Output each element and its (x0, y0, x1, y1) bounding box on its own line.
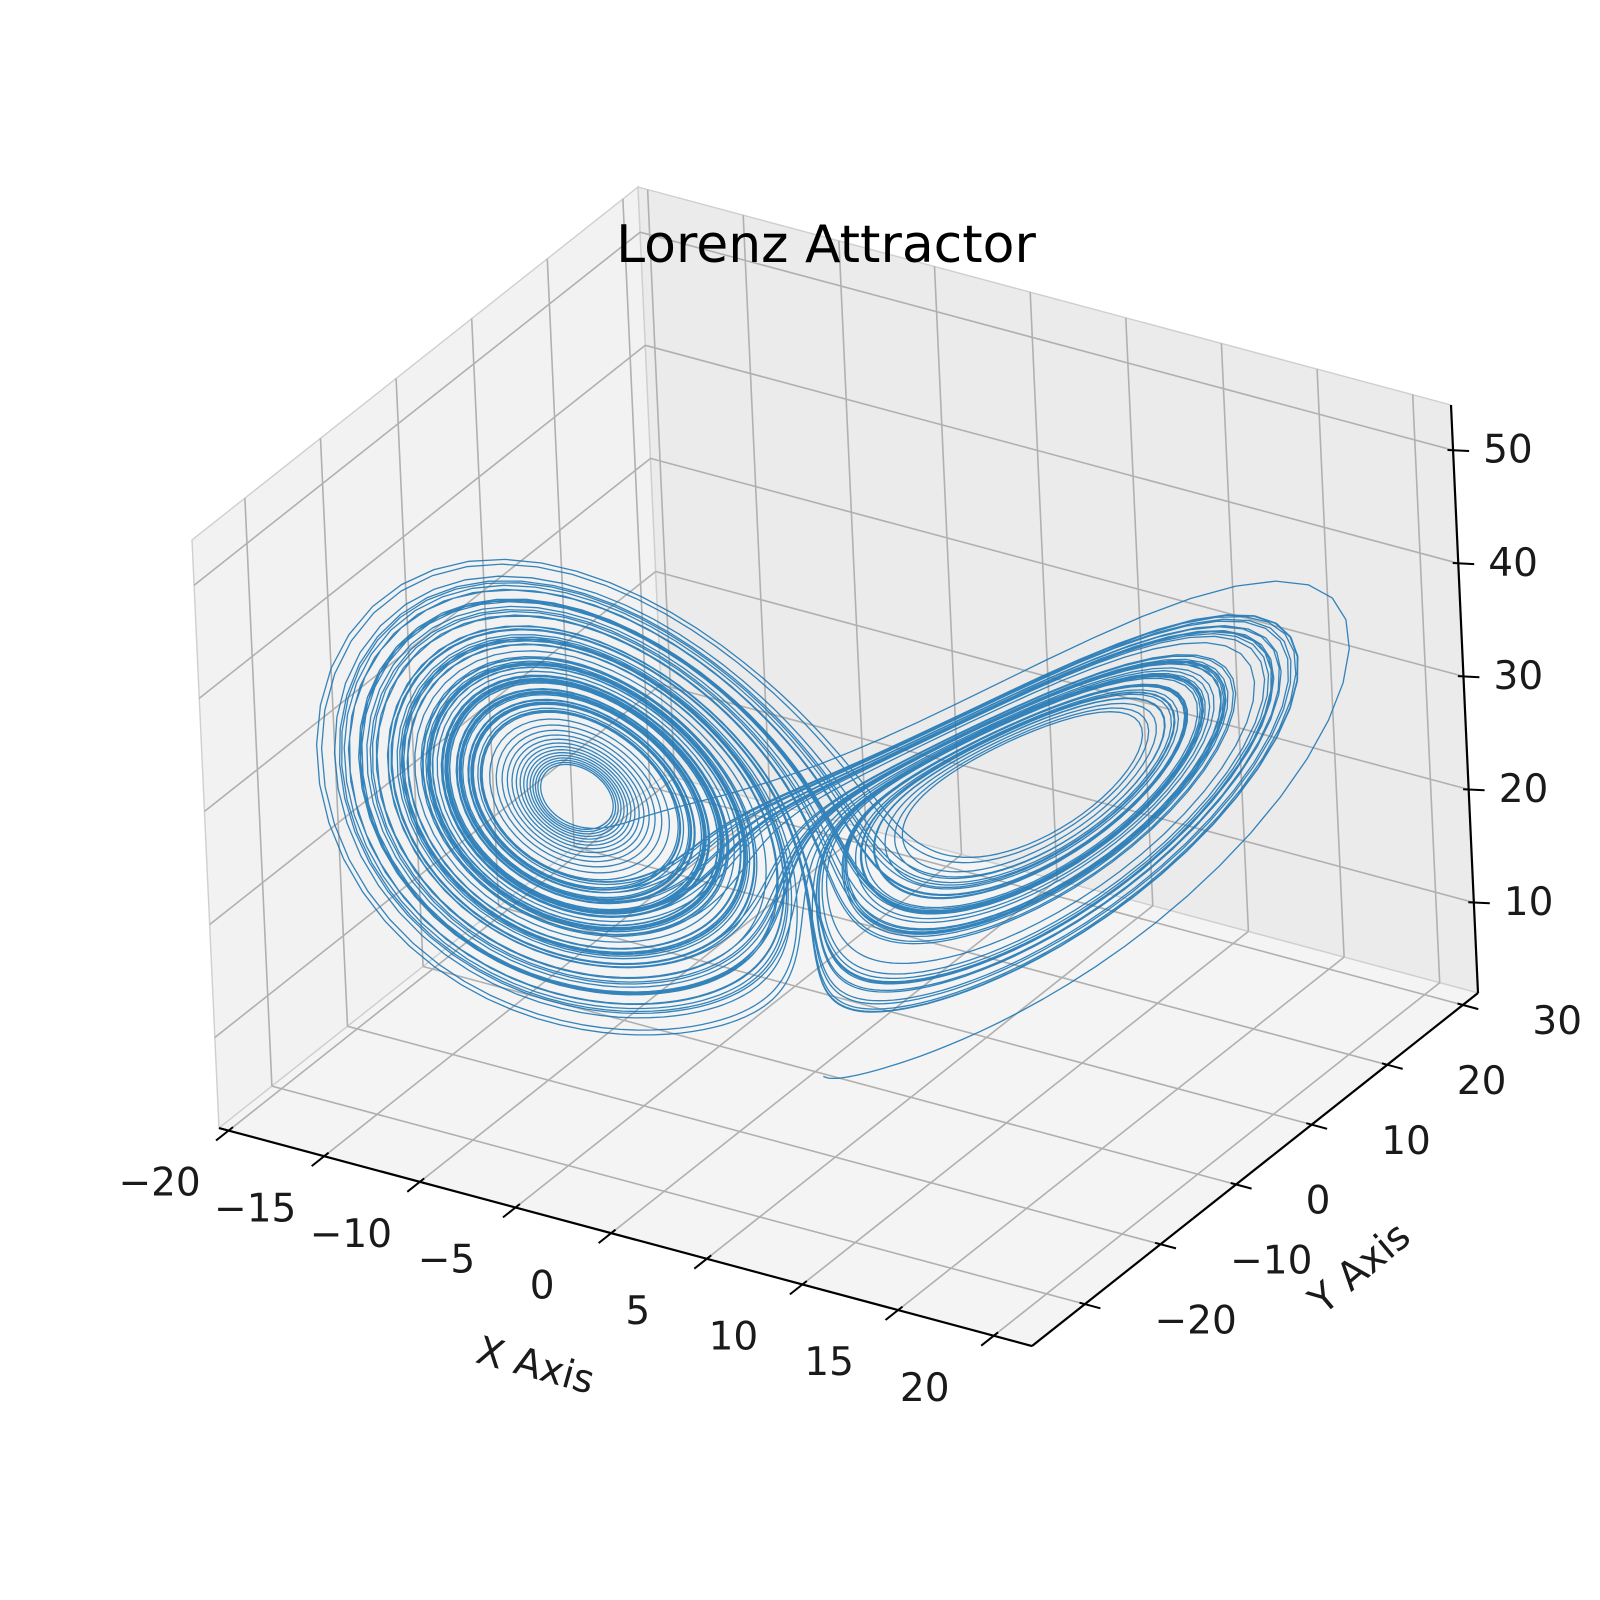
x-gridline-floor (515, 853, 962, 1209)
x-gridline-floor (897, 956, 1345, 1311)
chart-title: Lorenz Attractor (616, 215, 1036, 275)
y-gridline-left (244, 498, 273, 1087)
x-gridline-back (1029, 292, 1058, 881)
y-gridline-floor (271, 1085, 1086, 1305)
z-tick-label: 10 (1504, 880, 1554, 925)
x-gridline-back (742, 215, 771, 804)
z-tick-label: 20 (1499, 767, 1549, 812)
z-tick-label: 40 (1488, 541, 1538, 586)
y-tick-mark (1457, 1002, 1479, 1011)
z-tick-label: 50 (1483, 428, 1533, 473)
y-gridline-left (395, 378, 424, 967)
z-tick-label: 30 (1494, 654, 1544, 699)
y-gridline-floor (498, 905, 1312, 1126)
x-tick-mark (597, 1228, 617, 1244)
lorenz-trajectory-line (315, 558, 1350, 1080)
x-gridline-back (1125, 317, 1154, 906)
y-tick-mark (1154, 1241, 1177, 1250)
x-gridline-back (1220, 343, 1250, 932)
tick-labels: −20 −15 −10 −5 0 5 10 15 20 −20 −10 0 10 20 30 10 20 30 40… (118, 428, 1582, 1411)
x-tick-mark (215, 1126, 234, 1142)
axis-lines (218, 404, 1480, 1348)
z-gridline-left (193, 231, 641, 586)
z-gridline-left (204, 457, 651, 813)
y-tick-label: 30 (1532, 999, 1582, 1044)
z-gridline-back (639, 231, 1454, 451)
y-tick-label: 20 (1457, 1059, 1507, 1104)
x-tick-mark (789, 1280, 808, 1296)
z-gridline-back (645, 344, 1459, 565)
y-tick-mark (1306, 1122, 1328, 1130)
x-tick-mark (980, 1331, 999, 1347)
x-gridline-floor (993, 982, 1441, 1337)
y-gridline-floor (347, 1025, 1161, 1246)
z-axis-line (1449, 404, 1480, 994)
z-gridline-back (660, 683, 1475, 904)
y-tick-label: −10 (1230, 1238, 1312, 1283)
x-gridline-back (1411, 394, 1441, 983)
x-tick-label: 10 (709, 1315, 759, 1360)
x-tick-label: 5 (625, 1289, 650, 1334)
x-axis-line (218, 1126, 1033, 1348)
y-tick-label: 0 (1306, 1179, 1331, 1224)
y-gridline-left (546, 258, 576, 847)
y-tick-label: −20 (1155, 1298, 1237, 1343)
x-tick-mark (406, 1177, 425, 1193)
z-tick-mark (1452, 562, 1475, 566)
x-tick-label: 0 (530, 1263, 555, 1308)
y-tick-label: 10 (1381, 1119, 1431, 1164)
x-tick-mark (311, 1151, 330, 1167)
x-tick-label: −20 (118, 1161, 200, 1206)
x-tick-label: −15 (214, 1186, 296, 1231)
z-tick-mark (1447, 449, 1470, 452)
z-tick-mark (1457, 675, 1480, 679)
z-tick-mark (1468, 901, 1490, 905)
x-tick-mark (884, 1305, 904, 1321)
y-tick-mark (1079, 1301, 1101, 1310)
y-gridline-left (319, 438, 349, 1027)
y-tick-mark (1381, 1062, 1403, 1070)
x-gridline-floor (801, 930, 1249, 1286)
x-tick-mark (502, 1203, 521, 1219)
x-tick-mark (693, 1254, 712, 1270)
data-series (315, 558, 1350, 1080)
x-tick-label: 15 (804, 1340, 854, 1385)
y-tick-mark (1230, 1182, 1252, 1190)
x-tick-label: 20 (900, 1366, 950, 1411)
x-gridline-floor (706, 905, 1154, 1260)
tick-marks (215, 449, 1490, 1347)
z-gridline-left (209, 570, 657, 926)
y-axis-line (1031, 992, 1479, 1347)
x-gridline-floor (610, 879, 1058, 1234)
x-tick-label: −5 (418, 1238, 476, 1283)
z-tick-mark (1463, 788, 1485, 792)
z-gridline-left (198, 344, 646, 699)
x-tick-label: −10 (310, 1212, 392, 1257)
z-gridline-back (650, 457, 1464, 678)
x-gridline-back (838, 240, 867, 829)
x-gridline-back (1316, 369, 1345, 958)
